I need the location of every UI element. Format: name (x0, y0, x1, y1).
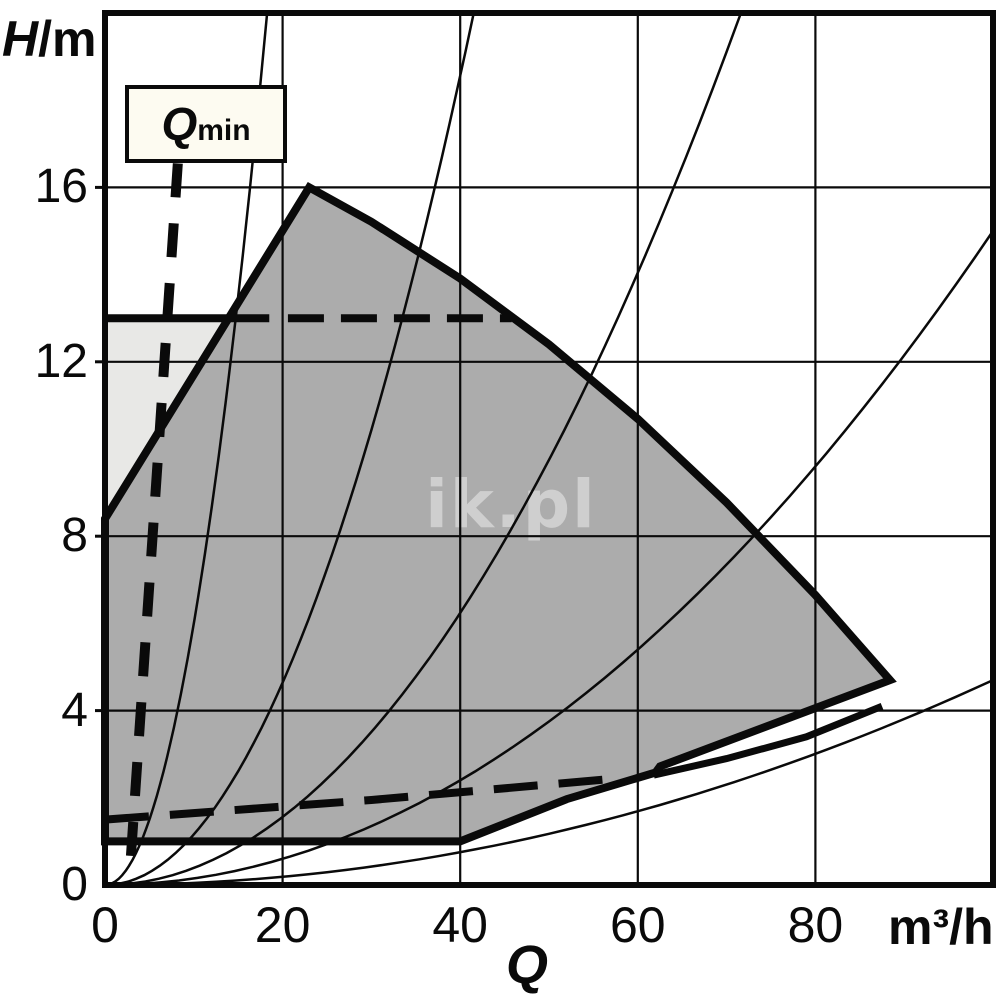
system-curve (105, 230, 993, 885)
x-tick-label: 60 (609, 897, 666, 953)
operating-envelope-outline (101, 182, 897, 846)
x-tick-label: 20 (254, 897, 311, 953)
x-axis-symbol: Q (505, 935, 548, 995)
lower-dashed-line (104, 774, 621, 824)
qmin-subscript: min (197, 114, 251, 147)
operating-envelope-fill (105, 187, 890, 842)
dashed-lines (104, 163, 621, 886)
x-tick-label: 80 (787, 897, 844, 953)
system-curves (105, 13, 993, 885)
y-axis-title: H/m (2, 10, 96, 68)
system-curve (105, 13, 743, 885)
y-tick-label: 4 (61, 683, 88, 737)
y-tick-label: 12 (34, 334, 88, 388)
y-tick-label: 0 (61, 858, 88, 911)
qmin-symbol: Q (161, 98, 198, 150)
x-tick-label: 0 (91, 897, 119, 953)
notch-boundary-line (653, 702, 884, 779)
y-tick-label: 16 (34, 160, 88, 214)
envelope-outline (101, 182, 897, 846)
system-curve (105, 13, 269, 885)
y-tick-label: 8 (61, 509, 88, 563)
qmin-dashed-line (123, 163, 183, 886)
plot-frame (95, 10, 996, 888)
y-axis-unit: /m (38, 11, 97, 67)
y-axis-symbol: H (2, 11, 39, 67)
system-curve (105, 678, 993, 885)
x-tick-label: 40 (432, 897, 488, 953)
axes-frame (102, 10, 996, 888)
x-axis-unit: m³/h (888, 899, 994, 955)
